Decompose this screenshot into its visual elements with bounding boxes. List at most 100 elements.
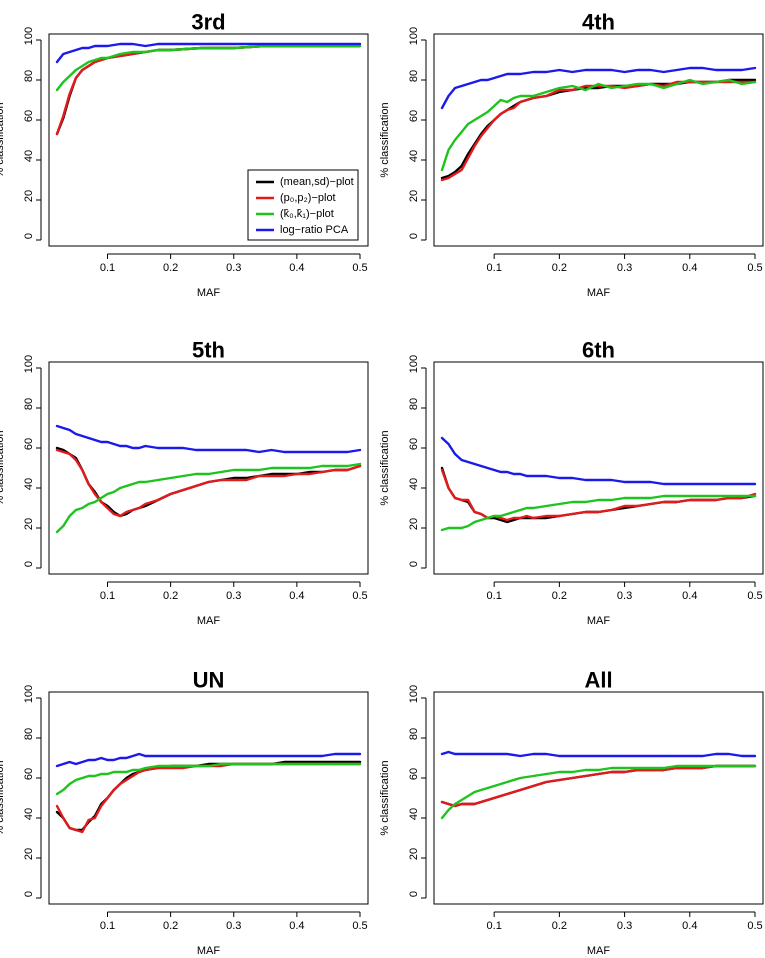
series-line-k0-k1 [440, 78, 757, 172]
y-tick-label: 80 [408, 398, 420, 410]
x-tick-label: 0.1 [487, 590, 502, 602]
series-line-pca [55, 424, 362, 454]
y-tick-label: 60 [408, 438, 420, 450]
y-tick-label: 60 [408, 110, 420, 122]
x-axis-label: MAF [587, 615, 611, 627]
y-tick-label: 0 [408, 233, 420, 239]
y-tick-label: 60 [23, 768, 35, 780]
y-axis-label: % classification [379, 430, 391, 505]
y-tick-label: 40 [23, 808, 35, 820]
chart-title: All [584, 668, 612, 693]
series-line-pca [440, 66, 757, 110]
x-tick-label: 0.5 [352, 920, 367, 932]
y-tick-label: 20 [23, 518, 35, 530]
series-line-pca [55, 42, 362, 64]
x-tick-label: 0.2 [163, 920, 178, 932]
x-tick-label: 0.4 [682, 262, 697, 274]
y-tick-label: 20 [23, 848, 35, 860]
series-line-mean-sd [55, 760, 362, 832]
series-line-pca [55, 752, 362, 768]
y-tick-label: 40 [408, 808, 420, 820]
chart-title: 4th [582, 10, 615, 35]
x-tick-label: 0.1 [487, 262, 502, 274]
y-tick-label: 20 [408, 190, 420, 202]
series-line-p0-p2 [440, 764, 757, 808]
y-tick-label: 20 [408, 848, 420, 860]
x-tick-label: 0.3 [617, 920, 632, 932]
y-axis-label: % classification [0, 760, 6, 835]
legend: (mean,sd)−plot (p₀,p₂)−plot (k̂₀,k̂₁)−plot… [247, 169, 359, 241]
y-tick-label: 80 [23, 70, 35, 82]
x-tick-label: 0.2 [552, 920, 567, 932]
x-axis-label: MAF [197, 945, 221, 957]
y-axis-label: % classification [379, 102, 391, 177]
x-tick-label: 0.5 [747, 920, 762, 932]
y-axis-label: % classification [0, 102, 6, 177]
x-tick-label: 0.4 [682, 590, 697, 602]
series-line-mean-sd [440, 78, 757, 180]
x-tick-label: 0.2 [163, 590, 178, 602]
y-tick-label: 100 [23, 27, 35, 45]
y-tick-label: 40 [23, 478, 35, 490]
x-tick-label: 0.1 [100, 920, 115, 932]
chart-panel-all: All 0 20 40 60 80 100 0.1 0.2 0.3 0.4 0.5 MAF % class… [379, 668, 764, 957]
x-tick-label: 0.3 [226, 262, 241, 274]
legend-label-k0-k1: (k̂₀,k̂₁)−plot [280, 208, 334, 220]
x-axis-label: MAF [197, 287, 221, 299]
y-tick-label: 60 [408, 768, 420, 780]
chart-panel-4th: 4th 0 20 40 60 80 100 0.1 0.2 0.3 0.4 0.5 MAF % class… [379, 10, 764, 299]
y-tick-label: 0 [23, 891, 35, 897]
x-tick-label: 0.4 [289, 920, 304, 932]
x-tick-label: 0.1 [100, 590, 115, 602]
y-axis-label: % classification [379, 760, 391, 835]
series-line-k0-k1 [55, 44, 362, 92]
y-tick-label: 40 [408, 478, 420, 490]
x-tick-label: 0.2 [552, 262, 567, 274]
series-line-k0-k1 [440, 494, 757, 532]
y-axis-label: % classification [0, 430, 6, 505]
y-tick-label: 20 [23, 190, 35, 202]
y-tick-label: 0 [23, 233, 35, 239]
x-axis-label: MAF [197, 615, 221, 627]
x-tick-label: 0.3 [226, 920, 241, 932]
y-tick-label: 0 [23, 561, 35, 567]
y-tick-label: 100 [408, 27, 420, 45]
chart-title: UN [193, 668, 225, 693]
chart-panel-6th: 6th 0 20 40 60 80 100 0.1 0.2 0.3 0.4 0.5 MAF % class… [379, 338, 764, 627]
chart-title: 6th [582, 338, 615, 363]
x-tick-label: 0.4 [289, 262, 304, 274]
x-tick-label: 0.5 [747, 262, 762, 274]
legend-label-p0-p2: (p₀,p₂)−plot [280, 192, 336, 204]
y-tick-label: 100 [408, 355, 420, 373]
x-axis-label: MAF [587, 287, 611, 299]
plot-frame [48, 33, 369, 247]
y-tick-label: 40 [23, 150, 35, 162]
chart-title: 5th [192, 338, 225, 363]
y-tick-label: 80 [23, 728, 35, 740]
x-tick-label: 0.5 [747, 590, 762, 602]
x-tick-label: 0.2 [552, 590, 567, 602]
x-tick-label: 0.1 [100, 262, 115, 274]
x-axis-label: MAF [587, 945, 611, 957]
y-tick-label: 100 [408, 685, 420, 703]
series-line-k0-k1 [440, 764, 757, 820]
y-tick-label: 80 [408, 728, 420, 740]
plot-frame [433, 691, 764, 905]
chart-panel-un: UN 0 20 40 60 80 100 0.1 0.2 0.3 0.4 0.5 MAF % classi… [0, 668, 369, 957]
x-tick-label: 0.3 [226, 590, 241, 602]
x-tick-label: 0.4 [682, 920, 697, 932]
series-line-p0-p2 [440, 468, 757, 522]
x-tick-label: 0.1 [487, 920, 502, 932]
y-tick-label: 60 [23, 110, 35, 122]
y-tick-label: 100 [23, 355, 35, 373]
x-tick-label: 0.5 [352, 262, 367, 274]
series-line-pca [440, 750, 757, 758]
y-tick-label: 0 [408, 891, 420, 897]
y-tick-label: 80 [408, 70, 420, 82]
x-tick-label: 0.3 [617, 262, 632, 274]
series-line-k0-k1 [55, 762, 362, 796]
chart-panel-5th: 5th 0 20 40 60 80 100 0.1 0.2 0.3 0.4 0.5 MAF % class… [0, 338, 369, 627]
x-tick-label: 0.4 [289, 590, 304, 602]
legend-label-pca: log−ratio PCA [280, 224, 349, 236]
